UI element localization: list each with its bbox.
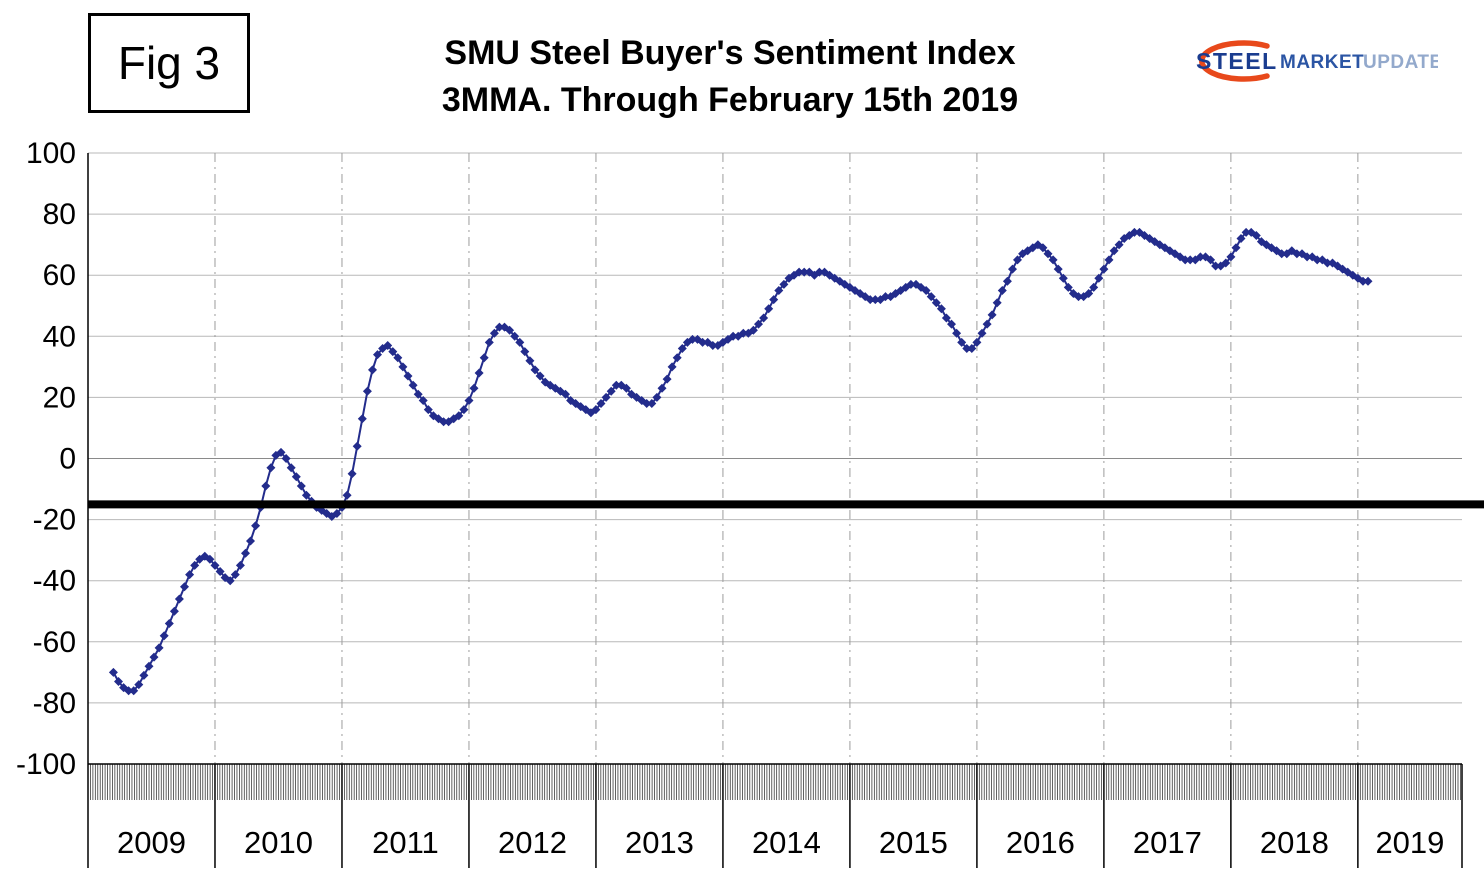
y-tick-label: 60	[43, 259, 76, 292]
y-tick-label: -20	[33, 504, 76, 537]
brand-logo-graphic: STEEL MARKET UPDATE	[1196, 40, 1442, 82]
x-tick-label: 2014	[752, 825, 821, 860]
x-tick-label: 2016	[1006, 825, 1075, 860]
x-tick-label: 2012	[498, 825, 567, 860]
x-tick-label: 2019	[1375, 825, 1444, 860]
logo-word-market: MARKET	[1280, 52, 1364, 73]
chart-title: SMU Steel Buyer's Sentiment Index 3MMA. …	[320, 30, 1140, 124]
logo-word-steel: STEEL	[1196, 48, 1278, 74]
x-tick-label: 2011	[372, 825, 439, 860]
y-tick-label: -60	[33, 626, 76, 659]
x-tick-label: 2010	[244, 825, 313, 860]
logo-word-update: UPDATE	[1363, 52, 1438, 73]
figure-label-box: Fig 3	[88, 13, 250, 113]
y-tick-label: 20	[43, 381, 76, 414]
logo-swoosh	[1199, 40, 1270, 82]
x-tick-label: 2013	[625, 825, 694, 860]
x-tick-label: 2017	[1133, 825, 1202, 860]
figure-label: Fig 3	[117, 37, 221, 89]
x-tick-label: 2018	[1260, 825, 1329, 860]
y-tick-label: -80	[33, 687, 76, 720]
y-tick-label: 80	[43, 198, 76, 231]
y-tick-label: 0	[59, 443, 76, 476]
y-tick-label: -40	[33, 565, 76, 598]
chart-title-line2: 3MMA. Through February 15th 2019	[441, 81, 1019, 119]
x-tick-label: 2009	[117, 825, 186, 860]
y-tick-label: 100	[26, 137, 76, 170]
brand-logo: STEEL MARKET UPDATE	[1183, 34, 1442, 95]
y-tick-label: 40	[43, 320, 76, 353]
x-tick-label: 2015	[879, 825, 948, 860]
series-markers	[108, 227, 1373, 696]
series-line	[112, 231, 1368, 692]
y-tick-label: -100	[16, 748, 76, 781]
chart-title-line1: SMU Steel Buyer's Sentiment Index	[444, 34, 1016, 72]
